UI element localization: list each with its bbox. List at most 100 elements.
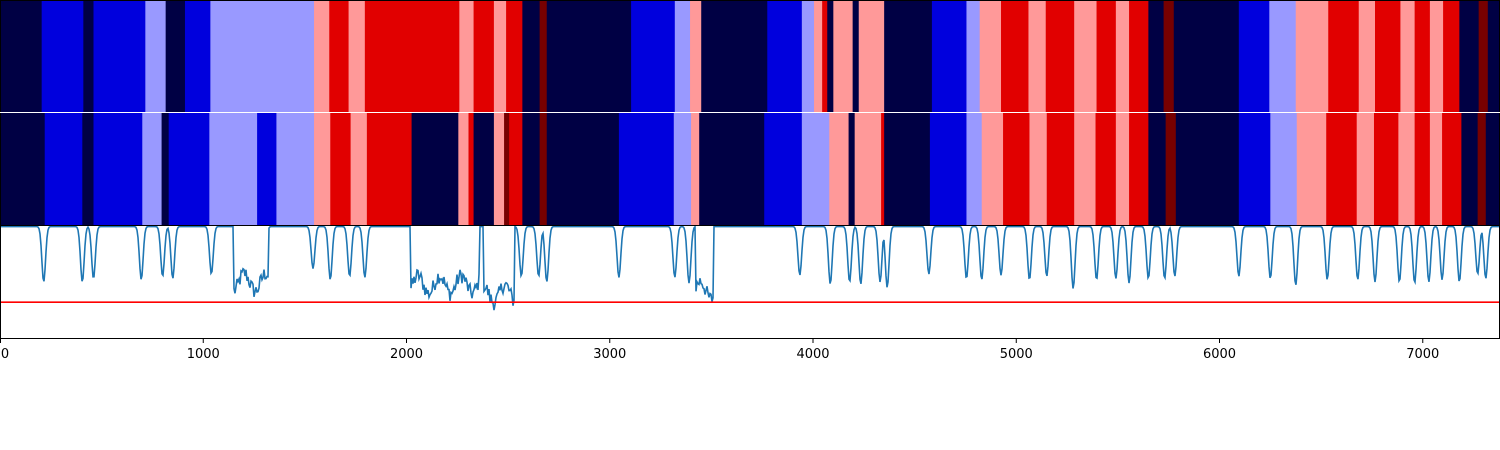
heatmap-segment-2-22 — [539, 113, 548, 225]
heatmap-segment-2-21 — [522, 113, 541, 225]
heatmap-segment-2-31 — [848, 113, 856, 225]
heatmap-segment-2-57 — [1442, 113, 1462, 225]
heatmap-segment-2-11 — [330, 113, 352, 225]
heatmap-segment-1-39 — [1096, 1, 1117, 112]
heatmap-segment-2-60 — [1485, 113, 1500, 225]
x-tick-label-3000: 3000 — [593, 347, 626, 362]
heatmap-segment-2-13 — [366, 113, 413, 225]
heatmap-segment-1-12 — [459, 1, 475, 112]
heatmap-segment-2-12 — [350, 113, 368, 225]
heatmap-segment-1-6 — [184, 1, 211, 112]
heatmap-segment-1-28 — [833, 1, 854, 112]
heatmap-segment-2-42 — [1095, 113, 1117, 225]
heatmap-segment-2-50 — [1296, 113, 1327, 225]
heatmap-segment-1-44 — [1173, 1, 1240, 112]
heatmap-segment-2-3 — [93, 113, 143, 225]
heatmap-segment-2-33 — [881, 113, 885, 225]
heatmap-segment-1-23 — [767, 1, 803, 112]
heatmap-segment-1-36 — [1028, 1, 1047, 112]
heatmap-segment-1-5 — [165, 1, 186, 112]
heatmap-segment-1-15 — [506, 1, 523, 112]
heatmap-segment-2-55 — [1414, 113, 1431, 225]
x-axis: 0 1000 2000 3000 4000 5000 6000 7000 — [0, 338, 1439, 362]
heatmap-segment-1-17 — [539, 1, 548, 112]
x-tick-label-2000: 2000 — [390, 347, 423, 362]
x-tick-label-1000: 1000 — [187, 347, 220, 362]
heatmap-segment-1-16 — [522, 1, 541, 112]
heatmap-segment-2-4 — [142, 113, 163, 225]
x-tick-label-4000: 4000 — [796, 347, 829, 362]
heatmap-segment-1-10 — [348, 1, 366, 112]
heatmap-segment-1-56 — [1478, 1, 1489, 112]
heatmap-segment-1-42 — [1148, 1, 1165, 112]
heatmap-segment-2-1 — [44, 113, 83, 225]
heatmap-segment-1-55 — [1459, 1, 1480, 112]
heatmap-segment-1-14 — [493, 1, 507, 112]
heatmap-segment-2-0 — [0, 113, 46, 225]
heatmap-segment-1-13 — [473, 1, 495, 112]
heatmap-segment-1-45 — [1238, 1, 1270, 112]
heatmap-segment-1-7 — [210, 1, 315, 112]
heatmap-top — [0, 1, 1500, 112]
heatmap-segment-2-27 — [699, 113, 765, 225]
heatmap-segment-2-51 — [1326, 113, 1358, 225]
heatmap-segment-1-22 — [701, 1, 768, 112]
heatmap-segment-2-41 — [1074, 113, 1097, 225]
heatmap-segment-2-26 — [691, 113, 700, 225]
heatmap-segment-2-36 — [966, 113, 983, 225]
heatmap-segment-1-27 — [827, 1, 834, 112]
heatmap-segment-2-20 — [509, 113, 523, 225]
heatmap-segment-1-11 — [364, 1, 460, 112]
heatmap-segment-1-32 — [931, 1, 968, 112]
heatmap-segment-1-37 — [1045, 1, 1075, 112]
heatmap-segment-1-30 — [858, 1, 885, 112]
heatmap-segment-1-43 — [1163, 1, 1175, 112]
series-line — [0, 224, 1500, 311]
heatmap-segment-2-37 — [981, 113, 1004, 225]
heatmap-segment-2-48 — [1238, 113, 1271, 225]
heatmap-segment-2-46 — [1165, 113, 1177, 225]
heatmap-segment-2-53 — [1373, 113, 1399, 225]
heatmap-segment-2-2 — [82, 113, 95, 225]
heatmap-segment-2-56 — [1429, 113, 1443, 225]
heatmap-segment-2-44 — [1129, 113, 1149, 225]
heatmap-segment-1-21 — [690, 1, 702, 112]
heatmap-bottom — [0, 113, 1500, 225]
heatmap-segment-1-48 — [1328, 1, 1360, 112]
heatmap-segment-2-39 — [1029, 113, 1048, 225]
heatmap-segment-1-20 — [674, 1, 691, 112]
heatmap-segment-1-2 — [83, 1, 95, 112]
heatmap-segment-1-18 — [546, 1, 632, 112]
heatmap-segment-2-32 — [854, 113, 882, 225]
heatmap-segment-2-59 — [1477, 113, 1487, 225]
heatmap-segment-1-31 — [884, 1, 933, 112]
heatmap-segment-1-0 — [0, 1, 43, 112]
heatmap-segment-1-19 — [631, 1, 676, 112]
heatmap-segment-2-30 — [829, 113, 850, 225]
heatmap-segment-2-16 — [468, 113, 475, 225]
heatmap-segment-1-54 — [1443, 1, 1460, 112]
heatmap-segment-2-18 — [493, 113, 505, 225]
heatmap-segment-2-17 — [473, 113, 495, 225]
heatmap-segment-1-9 — [329, 1, 350, 112]
heatmap-segment-1-26 — [822, 1, 828, 112]
heatmap-segment-1-41 — [1129, 1, 1149, 112]
heatmap-segment-1-33 — [966, 1, 981, 112]
heatmap-segment-2-5 — [161, 113, 170, 225]
heatmap-segment-2-29 — [801, 113, 830, 225]
heatmap-segment-2-25 — [673, 113, 692, 225]
heatmap-segment-1-29 — [852, 1, 860, 112]
heatmap-segment-1-57 — [1487, 1, 1500, 112]
heatmap-segment-2-8 — [257, 113, 278, 225]
heatmap-segment-2-40 — [1046, 113, 1075, 225]
heatmap-segment-2-23 — [546, 113, 620, 225]
heatmap-segment-2-10 — [314, 113, 331, 225]
heatmap-segment-1-49 — [1358, 1, 1376, 112]
heatmap-segment-2-58 — [1461, 113, 1479, 225]
line-plot — [0, 224, 1500, 311]
heatmap-segment-2-43 — [1115, 113, 1130, 225]
x-tick-label-6000: 6000 — [1203, 347, 1236, 362]
heatmap-segment-1-51 — [1400, 1, 1416, 112]
heatmap-segment-2-24 — [618, 113, 675, 225]
